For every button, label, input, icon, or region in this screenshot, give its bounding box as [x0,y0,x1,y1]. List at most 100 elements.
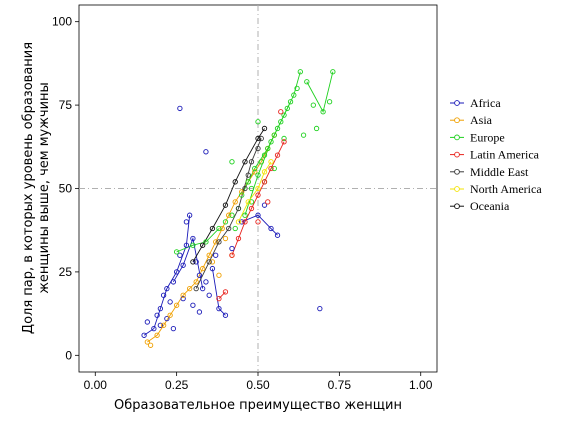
data-point-africa [190,235,196,242]
x-tick-label: 0.25 [165,378,189,392]
data-point-europe [265,145,271,152]
data-point-middle-east [193,285,199,292]
series-path-north-america [238,161,272,223]
data-point-africa [157,305,164,312]
legend-key-marker [454,151,460,158]
data-point-middle-east [206,259,212,265]
data-point-oceania [232,179,238,185]
data-point-europe [304,79,310,85]
data-point-africa [222,312,229,318]
data-point-middle-east [226,225,232,232]
data-point-africa [180,262,186,268]
data-point-europe [173,249,180,255]
data-point-africa [239,219,245,225]
legend: Africa Asia Europe Latin America Middle East… [450,96,542,213]
legend-label: Asia [470,113,493,127]
legend-label: Latin America [470,148,540,162]
data-point-latin-america [222,289,229,295]
data-point-europe [245,179,251,185]
x-axis: 0.00 0.25 0.50 0.75 1.00 [84,372,433,392]
data-point-africa [167,299,173,305]
data-point-africa [173,269,180,275]
x-tick-label: 0.50 [246,378,270,392]
data-point-latin-america [265,199,271,205]
data-point-asia [239,189,245,195]
data-point-asia [147,342,154,348]
data-point-oceania [190,259,196,265]
data-point-africa [213,252,219,258]
data-point-africa [164,285,170,292]
legend-item-europe: Europe [450,130,505,144]
data-point-europe [281,112,287,118]
data-point-africa [183,242,190,248]
x-tick-label: 0.00 [84,378,108,392]
data-point-asia [154,332,160,338]
data-point-oceania [209,225,216,232]
data-point-asia [216,272,222,278]
data-point-asia [173,302,180,308]
data-point-europe [291,92,297,98]
data-point-latin-america [242,219,248,225]
data-point-europe [320,109,326,115]
data-point-europe [287,99,294,105]
data-point-latin-america [268,165,274,172]
data-point-africa [187,212,193,218]
data-point-latin-america [261,179,268,185]
data-point-asia [232,199,238,205]
data-point-latin-america [216,295,222,302]
data-point-north-america [268,159,274,165]
data-point-africa [229,245,235,252]
y-tick-label: 0 [65,348,72,362]
series-path-oceania [192,128,265,263]
data-point-asia [193,279,199,285]
data-point-africa [203,279,209,285]
data-point-oceania [261,125,268,132]
series-path-africa [211,268,226,316]
data-point-latin-america [255,219,261,225]
series-path-asia [147,134,275,343]
data-point-africa [206,292,212,298]
data-point-latin-america [235,235,242,242]
data-point-asia [219,225,225,232]
data-point-africa [154,312,160,318]
data-point-north-america [261,169,268,175]
data-point-africa [170,325,177,332]
legend-key-marker [454,100,460,106]
data-point-middle-east [242,185,248,192]
series-points [141,69,336,348]
data-point-europe [261,152,268,158]
data-point-africa [209,265,216,272]
legend-item-middle-east: Middle East [450,165,529,179]
data-point-asia [187,285,193,292]
legend-item-africa: Africa [450,96,501,110]
data-point-africa [196,309,203,315]
data-point-oceania [222,202,229,208]
data-point-oceania [200,242,206,248]
data-point-europe [297,69,303,75]
data-point-asia [213,239,219,245]
data-point-latin-america [255,192,261,198]
data-point-asia [144,339,150,345]
legend-key-marker [454,117,460,124]
data-point-asia [209,259,216,265]
y-tick-label: 100 [52,15,72,29]
x-tick-label: 1.00 [409,378,433,392]
data-point-latin-america [274,152,281,158]
data-point-middle-east [248,159,255,165]
data-point-africa [216,305,222,312]
data-point-latin-america [248,205,255,212]
data-point-middle-east [235,205,242,212]
legend-label: Middle East [470,165,529,179]
data-point-europe [310,102,316,108]
data-point-europe [190,242,196,248]
series-path-europe [176,228,220,253]
data-point-europe [216,225,222,232]
legend-item-oceania: Oceania [450,199,510,213]
data-point-asia [200,265,206,272]
data-point-north-america [235,219,242,225]
data-point-africa [141,332,147,338]
data-point-asia [206,252,212,258]
data-point-asia [252,169,258,175]
y-axis-title: Доля пар, в которых уровень образования … [21,42,52,334]
